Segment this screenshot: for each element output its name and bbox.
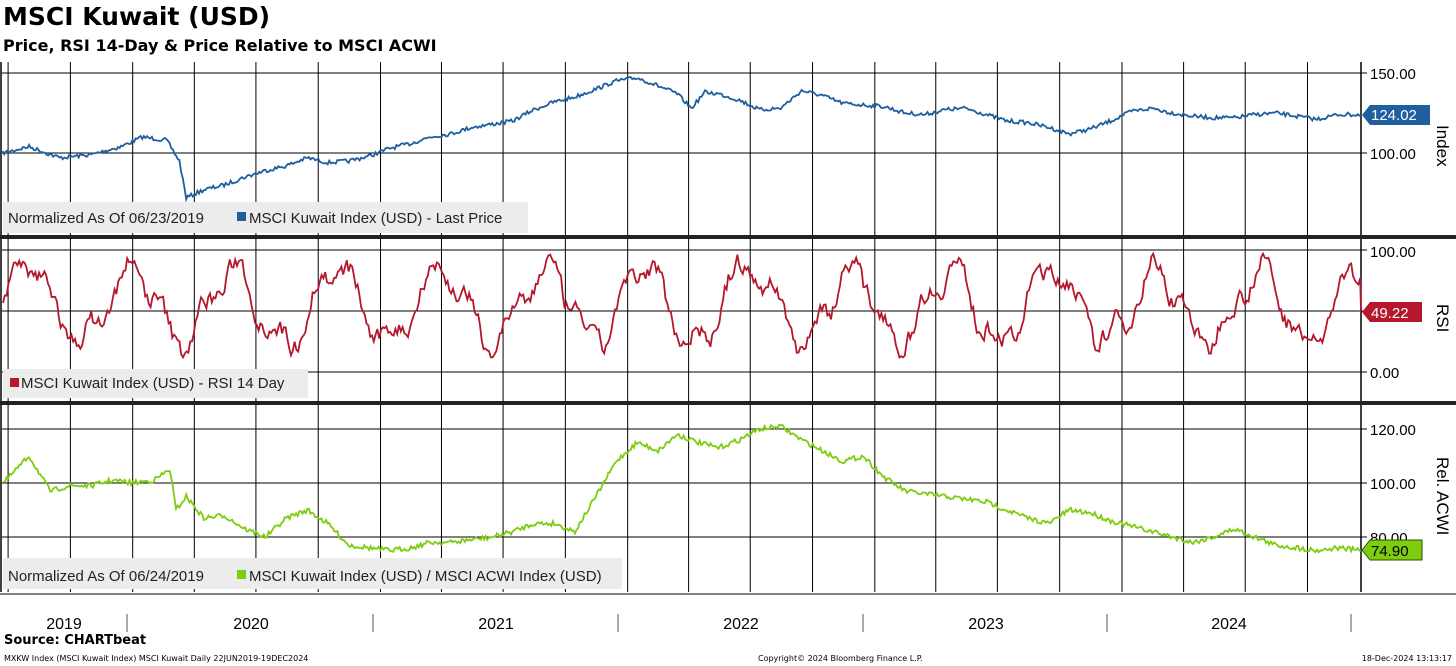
rsi-legend-label: MSCI Kuwait Index (USD) - RSI 14 Day [21, 375, 285, 392]
rsi-legend: MSCI Kuwait Index (USD) - RSI 14 Day [3, 369, 308, 398]
rsi-ytick-100: 100.00 [1370, 244, 1416, 261]
year-label-2021: 2021 [478, 616, 514, 633]
price-legend-label: MSCI Kuwait Index (USD) - Last Price [249, 210, 502, 227]
price-series-line [1, 76, 1362, 203]
rel-ytick-100: 100.00 [1370, 476, 1416, 493]
year-label-2023: 2023 [968, 616, 1004, 633]
price-ytick-150: 150.00 [1370, 66, 1416, 83]
rsi-last-value: 49.22 [1371, 305, 1409, 322]
rsi-last-value-badge: 49.22 [1362, 302, 1422, 322]
footer-copyright: Copyright© 2024 Bloomberg Finance L.P. [758, 654, 923, 663]
price-axis-title: Index [1433, 125, 1452, 167]
chart-title: MSCI Kuwait (USD) [3, 2, 271, 31]
footer-timestamp: 18-Dec-2024 13:13:17 [1361, 654, 1452, 663]
relative-legend-label: MSCI Kuwait Index (USD) / MSCI ACWI Inde… [249, 568, 602, 585]
chart-grid [2, 62, 1361, 632]
price-normalized-note: Normalized As Of 06/23/2019 [8, 210, 204, 227]
rsi-ytick-0: 0.00 [1370, 365, 1399, 382]
price-last-value-badge: 124.02 [1362, 105, 1430, 125]
chart-axes [1361, 72, 1367, 538]
chart-subtitle: Price, RSI 14-Day & Price Relative to MS… [3, 36, 437, 55]
price-last-value: 124.02 [1371, 107, 1417, 124]
rsi-series-line [2, 251, 1362, 360]
rel-ytick-120: 120.00 [1370, 422, 1416, 439]
relative-series-line [2, 423, 1362, 554]
footer-ticker-info: MXKW Index (MSCI Kuwait Index) MSCI Kuwa… [4, 654, 309, 663]
rsi-legend-swatch [10, 378, 19, 387]
year-label-2019: 2019 [46, 616, 82, 633]
relative-normalized-note: Normalized As Of 06/24/2019 [8, 568, 204, 585]
year-label-2020: 2020 [233, 616, 269, 633]
relative-last-value-badge: 74.90 [1361, 539, 1423, 561]
relative-legend-swatch [237, 570, 246, 579]
relative-last-value: 74.90 [1371, 543, 1409, 560]
rsi-axis-title: RSI [1433, 304, 1452, 332]
price-ytick-100: 100.00 [1370, 146, 1416, 163]
price-legend: Normalized As Of 06/23/2019 MSCI Kuwait … [3, 202, 528, 233]
year-label-2022: 2022 [723, 616, 759, 633]
price-legend-swatch [237, 212, 246, 221]
chart-series-lines [1, 76, 1362, 554]
relative-legend: Normalized As Of 06/24/2019 MSCI Kuwait … [3, 558, 622, 589]
panel-separator [0, 235, 1456, 239]
relative-axis-title: Rel. ACWI [1433, 457, 1452, 535]
panel-separator [0, 401, 1456, 405]
year-label-2024: 2024 [1211, 616, 1247, 633]
chart-frame [0, 62, 1456, 595]
source-note: Source: CHARTbeat [4, 633, 147, 648]
